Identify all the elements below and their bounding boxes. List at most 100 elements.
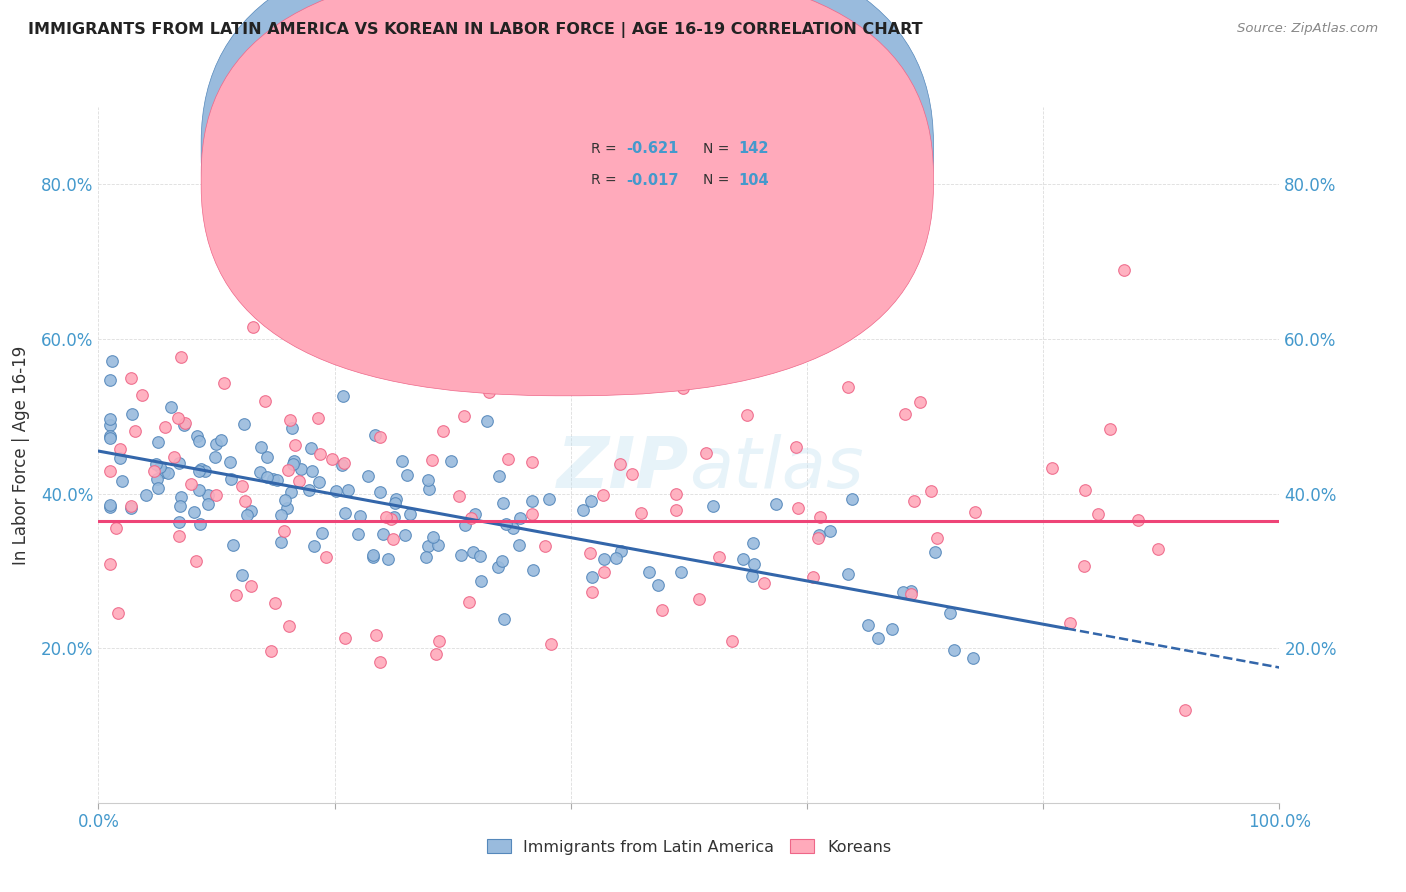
Point bbox=[180, 477, 202, 491]
Point bbox=[288, 474, 311, 488]
Point bbox=[98, 500, 121, 514]
Point bbox=[188, 434, 211, 448]
Point bbox=[891, 585, 914, 599]
Point bbox=[188, 516, 211, 531]
Point bbox=[250, 440, 273, 454]
Point bbox=[651, 603, 673, 617]
Text: Source: ZipAtlas.com: Source: ZipAtlas.com bbox=[1237, 22, 1378, 36]
Point bbox=[540, 637, 562, 651]
Point bbox=[492, 612, 515, 626]
Point bbox=[148, 435, 170, 450]
Text: 104: 104 bbox=[738, 172, 769, 187]
Point bbox=[377, 552, 399, 566]
Point bbox=[174, 416, 197, 430]
Point bbox=[538, 492, 561, 507]
Point bbox=[190, 461, 212, 475]
Point bbox=[173, 418, 195, 433]
Point bbox=[894, 407, 917, 421]
Point bbox=[131, 387, 153, 401]
Point bbox=[107, 606, 129, 620]
Point bbox=[737, 408, 759, 422]
Point bbox=[605, 551, 627, 566]
Point bbox=[522, 563, 544, 577]
Point bbox=[1040, 461, 1063, 475]
Point bbox=[592, 488, 614, 502]
Point bbox=[371, 526, 394, 541]
Legend: Immigrants from Latin America, Koreans: Immigrants from Latin America, Koreans bbox=[481, 832, 897, 861]
Point bbox=[256, 450, 278, 464]
Point bbox=[422, 530, 444, 544]
Point bbox=[205, 488, 228, 502]
Point bbox=[335, 631, 357, 645]
Point bbox=[186, 429, 208, 443]
Point bbox=[391, 453, 413, 467]
Point bbox=[589, 203, 612, 218]
Point bbox=[592, 552, 614, 566]
Point bbox=[98, 558, 121, 572]
Point bbox=[440, 454, 463, 468]
Point bbox=[741, 568, 763, 582]
Point bbox=[274, 493, 297, 508]
Point bbox=[415, 549, 437, 564]
Point bbox=[357, 469, 380, 483]
Point bbox=[502, 521, 524, 535]
Text: R =: R = bbox=[591, 173, 621, 187]
Point bbox=[270, 508, 292, 523]
Point bbox=[581, 585, 603, 599]
Point bbox=[239, 504, 262, 518]
Point bbox=[239, 579, 262, 593]
Point bbox=[325, 484, 347, 499]
Point bbox=[1059, 616, 1081, 631]
Point bbox=[508, 538, 530, 552]
Point bbox=[259, 643, 281, 657]
Point bbox=[647, 577, 669, 591]
Point bbox=[669, 566, 692, 580]
Point bbox=[349, 508, 371, 523]
Point bbox=[432, 424, 454, 438]
Point bbox=[315, 549, 337, 564]
Point bbox=[204, 450, 226, 464]
Point bbox=[534, 539, 557, 553]
Point bbox=[962, 651, 984, 665]
Point bbox=[450, 548, 472, 562]
Point bbox=[1126, 512, 1149, 526]
Point bbox=[571, 502, 593, 516]
Point bbox=[256, 469, 278, 483]
Point bbox=[145, 457, 167, 471]
Point bbox=[464, 507, 486, 521]
Point bbox=[903, 494, 925, 508]
Point bbox=[170, 350, 193, 364]
Point bbox=[695, 446, 717, 460]
Point bbox=[520, 508, 543, 522]
Point bbox=[785, 440, 807, 454]
Point bbox=[375, 510, 398, 524]
Point bbox=[478, 384, 501, 399]
Point bbox=[609, 457, 631, 471]
Point bbox=[520, 494, 543, 508]
Y-axis label: In Labor Force | Age 16-19: In Labor Force | Age 16-19 bbox=[11, 345, 30, 565]
Point bbox=[281, 457, 304, 471]
Point bbox=[105, 521, 128, 535]
Point bbox=[752, 576, 775, 591]
Point bbox=[242, 320, 264, 334]
Point bbox=[110, 442, 132, 457]
Point bbox=[398, 507, 420, 521]
Point bbox=[266, 473, 288, 487]
Point bbox=[188, 483, 211, 497]
Point bbox=[209, 434, 232, 448]
Point bbox=[495, 517, 517, 532]
Point bbox=[638, 565, 661, 579]
Point bbox=[120, 499, 142, 513]
Point bbox=[721, 633, 744, 648]
Point bbox=[363, 549, 385, 563]
Point bbox=[225, 588, 247, 602]
Point bbox=[733, 551, 755, 566]
Point bbox=[254, 394, 277, 409]
Point bbox=[1087, 507, 1109, 521]
Point bbox=[333, 456, 356, 470]
Point bbox=[169, 499, 191, 513]
Text: N =: N = bbox=[703, 173, 734, 187]
Point bbox=[380, 512, 402, 526]
Point bbox=[148, 481, 170, 495]
Point bbox=[146, 473, 169, 487]
